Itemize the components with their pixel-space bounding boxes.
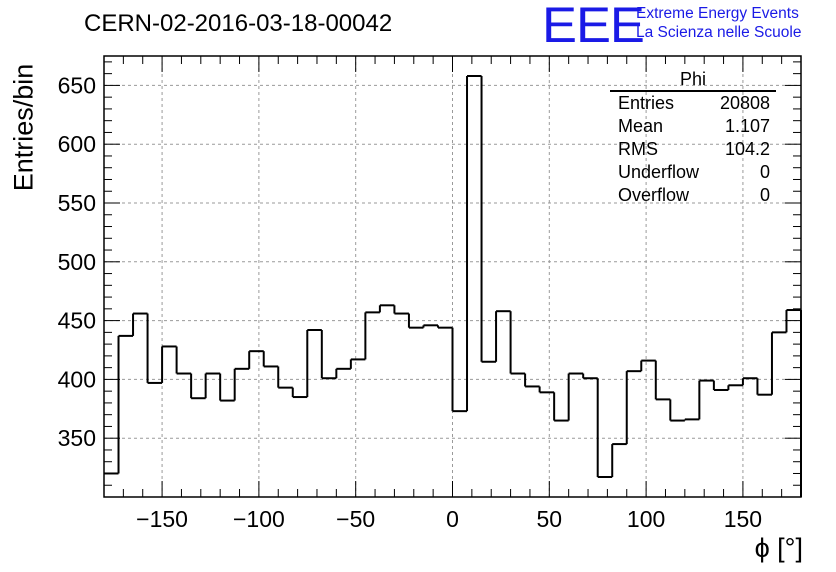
stats-label: Entries: [618, 93, 675, 113]
plot-frame: [103, 55, 802, 498]
run-title: CERN-02-2016-03-18-00042: [84, 10, 393, 37]
y-axis-label: Entries/bin: [8, 63, 39, 192]
logo-line-2: La Scienza nelle Scuole: [636, 24, 802, 41]
logo-line-1: Extreme Energy Events: [636, 5, 799, 22]
x-tick-label: 0: [446, 506, 459, 532]
x-tick-label: 50: [537, 506, 563, 532]
y-tick-label: 600: [58, 131, 96, 157]
stats-label: Mean: [618, 116, 664, 136]
stats-label: Underflow: [618, 162, 700, 182]
stats-label: Overflow: [618, 185, 690, 205]
stats-value: 0: [759, 162, 770, 182]
x-tick-label: 100: [627, 506, 665, 532]
y-tick-label: 500: [58, 249, 96, 275]
stats-title: Phi: [610, 68, 776, 92]
stats-row-mean: Mean 1.107: [610, 115, 776, 138]
stats-value: 0: [759, 185, 770, 205]
stats-row-rms: RMS 104.2: [610, 138, 776, 161]
y-tick-label: 550: [58, 190, 96, 216]
eee-logo-text: Extreme Energy Events La Scienza nelle S…: [636, 4, 801, 42]
stats-row-entries: Entries 20808: [610, 92, 776, 115]
eee-logo: EEE: [542, 0, 645, 53]
stats-value: 20808: [719, 93, 770, 113]
y-tick-label: 350: [58, 425, 96, 451]
x-tick-label: −100: [233, 506, 285, 532]
stats-label: RMS: [618, 139, 658, 159]
stats-row-overflow: Overflow 0: [610, 184, 776, 207]
stats-value: 104.2: [724, 139, 770, 159]
stats-box: Phi Entries 20808 Mean 1.107 RMS 104.2 U…: [610, 68, 776, 207]
x-axis-label: ϕ [°]: [754, 533, 803, 563]
y-tick-label: 400: [58, 366, 96, 392]
x-tick-label: 150: [724, 506, 762, 532]
y-tick-label: 650: [58, 72, 96, 98]
stats-value: 1.107: [724, 116, 770, 136]
x-tick-label: −150: [136, 506, 188, 532]
y-tick-label: 450: [58, 308, 96, 334]
stats-row-underflow: Underflow 0: [610, 161, 776, 184]
x-tick-label: −50: [336, 506, 375, 532]
